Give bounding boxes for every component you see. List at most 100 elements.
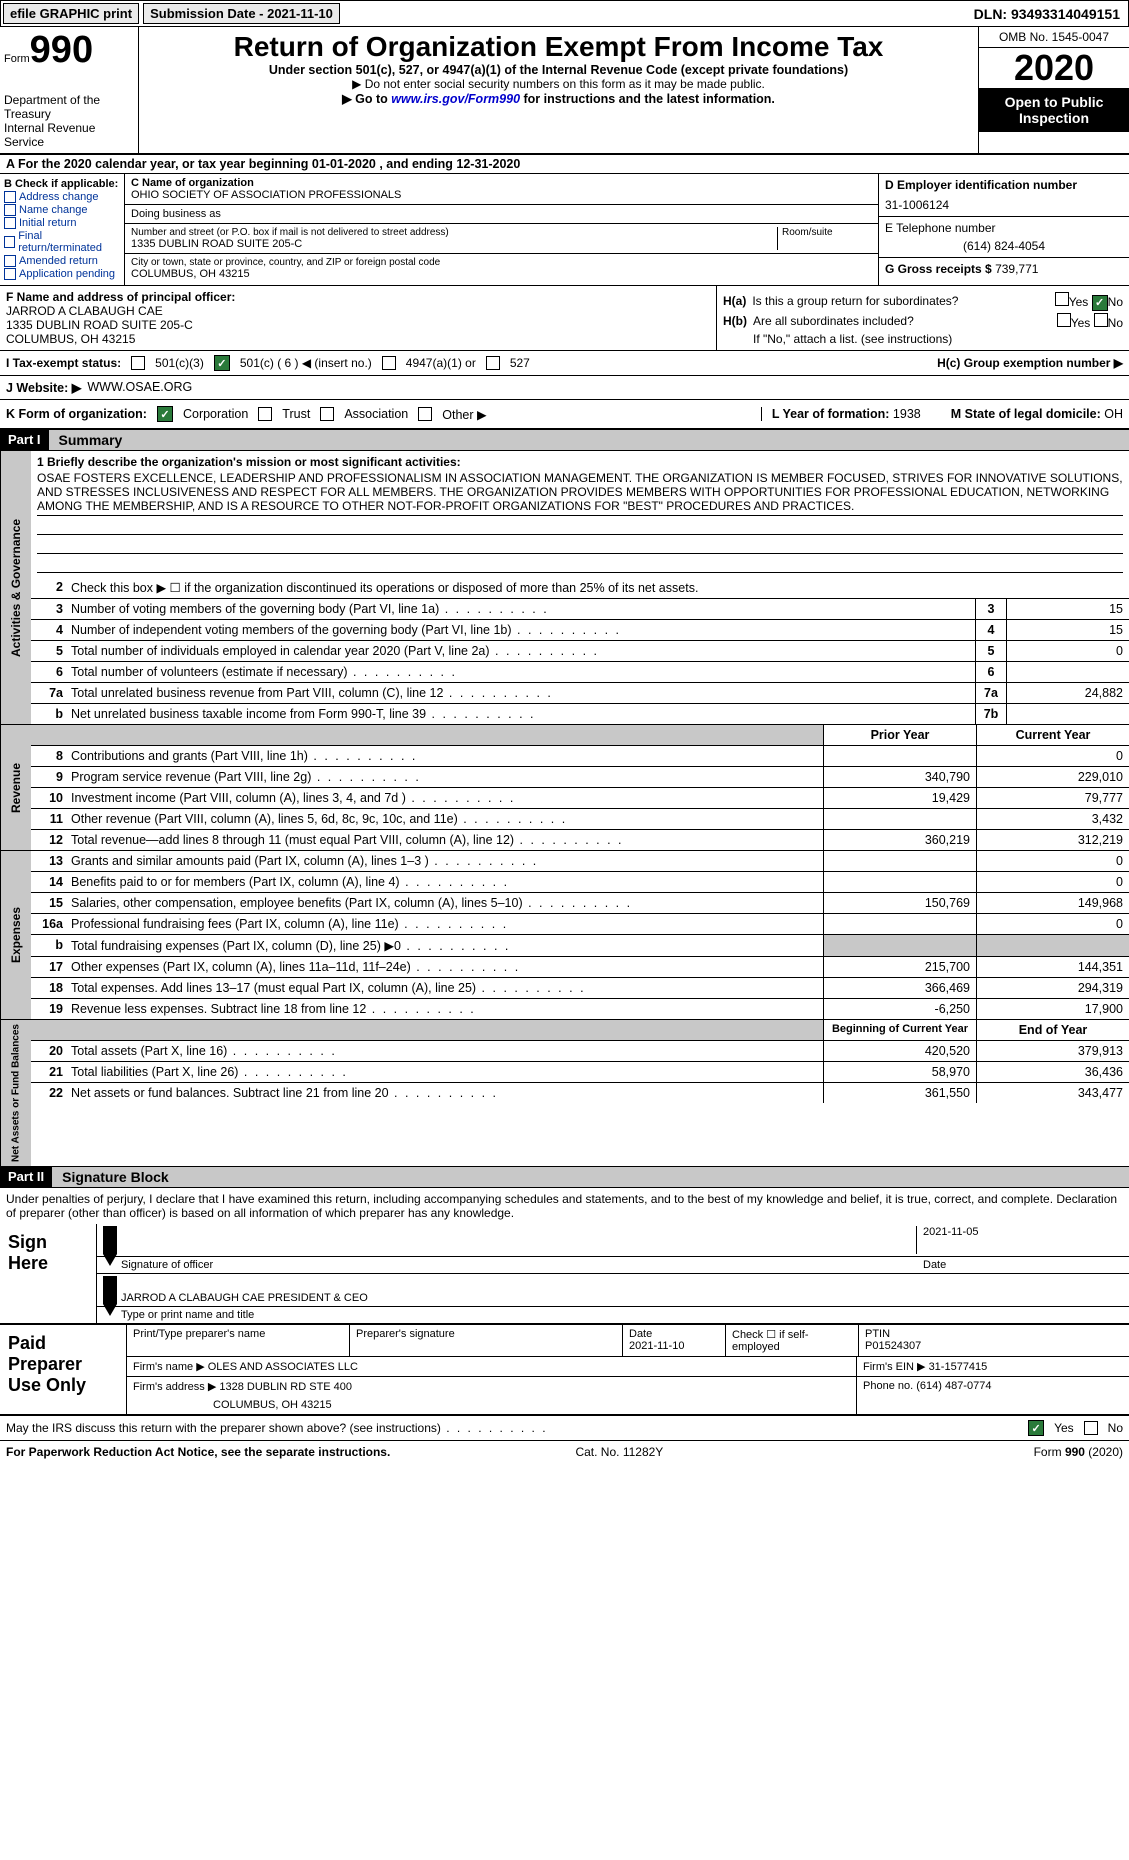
chk-501c[interactable]: ✓ — [214, 355, 230, 371]
discuss-row: May the IRS discuss this return with the… — [0, 1416, 1129, 1440]
open-public: Open to Public Inspection — [979, 88, 1129, 132]
hb-yes[interactable] — [1057, 313, 1071, 327]
chk-4947[interactable] — [382, 356, 396, 370]
top-bar: efile GRAPHIC print Submission Date - 20… — [0, 0, 1129, 27]
form-header: Form990 Department of the Treasury Inter… — [0, 27, 1129, 155]
dln: DLN: 93493314049151 — [974, 6, 1128, 22]
ein-label: D Employer identification number — [885, 178, 1123, 192]
officer-label: F Name and address of principal officer: — [6, 290, 235, 304]
footer: For Paperwork Reduction Act Notice, see … — [0, 1440, 1129, 1463]
chk-address[interactable] — [4, 191, 16, 203]
org-name-label: C Name of organization — [131, 177, 254, 189]
name-title-label: Type or print name and title — [103, 1309, 254, 1321]
part2-title: Signature Block — [52, 1167, 1129, 1187]
form-label: Form — [4, 53, 30, 65]
current-year-hdr: Current Year — [976, 725, 1129, 745]
org-name: OHIO SOCIETY OF ASSOCIATION PROFESSIONAL… — [131, 189, 872, 201]
hb-no[interactable] — [1094, 313, 1108, 327]
mission-text: OSAE FOSTERS EXCELLENCE, LEADERSHIP AND … — [37, 469, 1123, 516]
form-ref: Form 990 (2020) — [1034, 1445, 1123, 1459]
gross-label: G Gross receipts $ — [885, 262, 992, 276]
dba-label: Doing business as — [131, 208, 872, 220]
gross: 739,771 — [995, 262, 1038, 276]
form-title: Return of Organization Exempt From Incom… — [143, 31, 974, 63]
revenue-section: Revenue Prior YearCurrent Year 8Contribu… — [0, 725, 1129, 851]
form-link: ▶ Go to www.irs.gov/Form990 for instruct… — [143, 91, 974, 106]
sign-here-label: Sign Here — [0, 1224, 96, 1323]
tax-year: 2020 — [979, 48, 1129, 88]
chk-501c3[interactable] — [131, 356, 145, 370]
chk-assoc[interactable] — [320, 407, 334, 421]
chk-name[interactable] — [4, 204, 16, 216]
section-b-label: B Check if applicable: — [4, 178, 120, 190]
officer-addr2: COLUMBUS, OH 43215 — [6, 332, 710, 346]
submission-date: Submission Date - 2021-11-10 — [143, 3, 340, 24]
ha-no[interactable]: ✓ — [1092, 295, 1108, 311]
preparer-section: Paid Preparer Use Only Print/Type prepar… — [0, 1324, 1129, 1416]
efile-btn[interactable]: efile GRAPHIC print — [3, 3, 139, 24]
org-form-row: K Form of organization: ✓Corporation Tru… — [0, 400, 1129, 430]
discuss-q: May the IRS discuss this return with the… — [6, 1421, 548, 1435]
row-a-period: A For the 2020 calendar year, or tax yea… — [0, 155, 1129, 174]
end-year-hdr: End of Year — [976, 1020, 1129, 1040]
chk-other[interactable] — [418, 407, 432, 421]
part1-header: Part I Summary — [0, 430, 1129, 451]
mission-label: 1 Briefly describe the organization's mi… — [37, 455, 1123, 469]
city-label: City or town, state or province, country… — [131, 257, 872, 268]
net-side: Net Assets or Fund Balances — [0, 1020, 31, 1166]
l-label: L Year of formation: — [772, 407, 890, 421]
part2-label: Part II — [0, 1167, 52, 1187]
exp-side: Expenses — [0, 851, 31, 1019]
addr: 1335 DUBLIN ROAD SUITE 205-C — [131, 238, 777, 250]
date-label: Date — [923, 1259, 1123, 1271]
discuss-yes[interactable]: ✓ — [1028, 1420, 1044, 1436]
chk-app[interactable] — [4, 268, 16, 280]
hb-text: Are all subordinates included? — [753, 314, 914, 328]
website-row: J Website: ▶ WWW.OSAE.ORG — [0, 376, 1129, 400]
room-label: Room/suite — [782, 227, 872, 238]
governance-section: Activities & Governance 1 Briefly descri… — [0, 451, 1129, 725]
info-section: B Check if applicable: Address change Na… — [0, 174, 1129, 286]
form-note1: ▶ Do not enter social security numbers o… — [143, 77, 974, 91]
j-label: J Website: ▶ — [6, 380, 81, 395]
city: COLUMBUS, OH 43215 — [131, 268, 872, 280]
officer-addr1: 1335 DUBLIN ROAD SUITE 205-C — [6, 318, 710, 332]
part1-title: Summary — [49, 430, 1129, 450]
h-note: If "No," attach a list. (see instruction… — [723, 332, 1123, 346]
part2-header: Part II Signature Block — [0, 1167, 1129, 1188]
chk-initial[interactable] — [4, 217, 16, 229]
paperwork-notice: For Paperwork Reduction Act Notice, see … — [6, 1445, 390, 1459]
line2: Check this box ▶ ☐ if the organization d… — [67, 577, 1129, 598]
signature-section: Under penalties of perjury, I declare th… — [0, 1188, 1129, 1324]
chk-corp[interactable]: ✓ — [157, 406, 173, 422]
form-number: 990 — [30, 29, 93, 71]
phone-label: E Telephone number — [885, 221, 1123, 235]
discuss-no[interactable] — [1084, 1421, 1098, 1435]
phone: (614) 824-4054 — [885, 239, 1123, 253]
sig-declaration: Under penalties of perjury, I declare th… — [0, 1188, 1129, 1224]
m-val: OH — [1104, 407, 1123, 421]
chk-527[interactable] — [486, 356, 500, 370]
chk-trust[interactable] — [258, 407, 272, 421]
m-label: M State of legal domicile: — [951, 407, 1101, 421]
netassets-section: Net Assets or Fund Balances Beginning of… — [0, 1020, 1129, 1167]
ha-yes[interactable] — [1055, 292, 1069, 306]
part1-label: Part I — [0, 430, 49, 450]
omb-number: OMB No. 1545-0047 — [979, 27, 1129, 48]
i-label: I Tax-exempt status: — [6, 356, 121, 370]
officer-printed: JARROD A CLABAUGH CAE PRESIDENT & CEO — [117, 1292, 1123, 1304]
chk-final[interactable] — [4, 236, 15, 248]
l-val: 1938 — [893, 407, 921, 421]
ein: 31-1006124 — [885, 198, 1123, 212]
website: WWW.OSAE.ORG — [87, 380, 192, 395]
prep-label: Paid Preparer Use Only — [0, 1325, 126, 1414]
tax-exempt-row: I Tax-exempt status: 501(c)(3) ✓501(c) (… — [0, 351, 1129, 376]
sig-officer-label: Signature of officer — [103, 1259, 923, 1271]
k-label: K Form of organization: — [6, 407, 147, 421]
gov-side: Activities & Governance — [0, 451, 31, 724]
rev-side: Revenue — [0, 725, 31, 850]
chk-amended[interactable] — [4, 255, 16, 267]
irs-link[interactable]: www.irs.gov/Form990 — [391, 92, 520, 106]
form-subtitle: Under section 501(c), 527, or 4947(a)(1)… — [143, 63, 974, 77]
department: Department of the Treasury Internal Reve… — [4, 93, 134, 149]
